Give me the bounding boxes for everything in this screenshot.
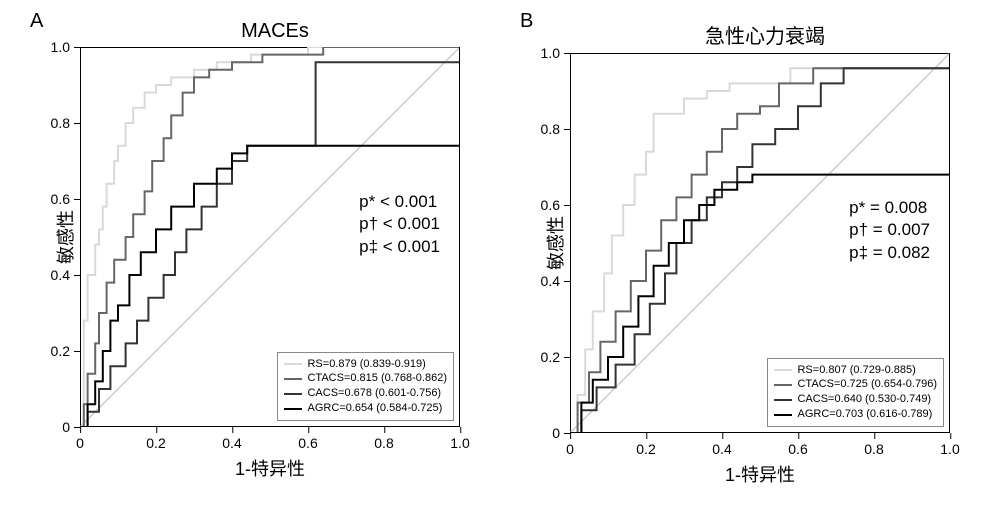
y-tick: 0.6	[51, 191, 80, 207]
legend-row-cacs: CACS=0.678 (0.601-0.756)	[284, 386, 447, 401]
p-value-line: p‡ = 0.082	[849, 242, 930, 264]
x-tick: 0	[76, 427, 84, 451]
x-tick: 0.2	[146, 427, 165, 451]
legend-label: RS=0.807 (0.729-0.885)	[797, 363, 915, 378]
legend-swatch	[774, 414, 792, 416]
legend-label: CTACS=0.725 (0.654-0.796)	[797, 377, 937, 392]
legend-label: RS=0.879 (0.839-0.919)	[307, 357, 425, 372]
x-tick: 1.0	[940, 433, 959, 457]
y-tick: 0.8	[541, 121, 570, 137]
y-tick: 1.0	[541, 45, 570, 61]
x-tick: 0.8	[374, 427, 393, 451]
legend-swatch	[284, 363, 302, 365]
plot-area-b: 敏感性 1-特异性 p* = 0.008p† = 0.007p‡ = 0.082…	[570, 53, 950, 433]
x-tick: 0.4	[222, 427, 241, 451]
x-tick: 0	[566, 433, 574, 457]
x-tick: 0.8	[864, 433, 883, 457]
p-value-line: p‡ < 0.001	[359, 236, 440, 258]
p-values-a: p* < 0.001p† < 0.001p‡ < 0.001	[359, 191, 440, 257]
legend-swatch	[284, 378, 302, 380]
panel-title-b: 急性心力衰竭	[560, 20, 970, 49]
y-tick: 0.4	[541, 273, 570, 289]
legend-label: CACS=0.678 (0.601-0.756)	[307, 386, 441, 401]
legend-swatch	[284, 393, 302, 395]
x-axis-label: 1-特异性	[235, 455, 305, 481]
legend-label: AGRC=0.703 (0.616-0.789)	[797, 407, 932, 422]
legend-box-a: RS=0.879 (0.839-0.919)CTACS=0.815 (0.768…	[277, 352, 454, 421]
legend-label: AGRC=0.654 (0.584-0.725)	[307, 401, 442, 416]
x-tick: 0.4	[712, 433, 731, 457]
legend-row-cacs: CACS=0.640 (0.530-0.749)	[774, 392, 937, 407]
x-tick: 0.2	[636, 433, 655, 457]
y-tick: 0.2	[541, 349, 570, 365]
y-axis-label: 敏感性	[52, 210, 78, 264]
legend-row-agrc: AGRC=0.654 (0.584-0.725)	[284, 401, 447, 416]
plot-area-a: 敏感性 1-特异性 p* < 0.001p† < 0.001p‡ < 0.001…	[80, 47, 460, 427]
p-values-b: p* = 0.008p† = 0.007p‡ = 0.082	[849, 197, 930, 263]
panel-letter-a: A	[30, 10, 43, 33]
legend-row-ctacs: CTACS=0.725 (0.654-0.796)	[774, 377, 937, 392]
p-value-line: p† < 0.001	[359, 213, 440, 235]
panel-title-a: MACEs	[70, 20, 480, 43]
legend-swatch	[774, 384, 792, 386]
legend-row-rs: RS=0.879 (0.839-0.919)	[284, 357, 447, 372]
legend-swatch	[774, 399, 792, 401]
panel-letter-b: B	[520, 10, 533, 33]
x-tick: 0.6	[788, 433, 807, 457]
y-axis-label: 敏感性	[542, 216, 568, 270]
legend-swatch	[284, 408, 302, 410]
x-tick: 1.0	[450, 427, 469, 451]
y-tick: 0.6	[541, 197, 570, 213]
legend-row-ctacs: CTACS=0.815 (0.768-0.862)	[284, 371, 447, 386]
p-value-line: p* = 0.008	[849, 197, 930, 219]
x-tick: 0.6	[298, 427, 317, 451]
x-axis-label: 1-特异性	[725, 461, 795, 487]
legend-label: CTACS=0.815 (0.768-0.862)	[307, 371, 447, 386]
panel-a: A MACEs 敏感性 1-特异性 p* < 0.001p† < 0.001p‡…	[30, 20, 480, 433]
panel-b: B 急性心力衰竭 敏感性 1-特异性 p* = 0.008p† = 0.007p…	[520, 20, 970, 433]
y-tick: 0.8	[51, 115, 80, 131]
y-tick: 0.4	[51, 267, 80, 283]
legend-box-b: RS=0.807 (0.729-0.885)CTACS=0.725 (0.654…	[767, 358, 944, 427]
p-value-line: p* < 0.001	[359, 191, 440, 213]
legend-swatch	[774, 369, 792, 371]
legend-row-agrc: AGRC=0.703 (0.616-0.789)	[774, 407, 937, 422]
legend-label: CACS=0.640 (0.530-0.749)	[797, 392, 931, 407]
panels-container: A MACEs 敏感性 1-特异性 p* < 0.001p† < 0.001p‡…	[20, 20, 980, 433]
y-tick: 0.2	[51, 343, 80, 359]
legend-row-rs: RS=0.807 (0.729-0.885)	[774, 363, 937, 378]
p-value-line: p† = 0.007	[849, 219, 930, 241]
y-tick: 1.0	[51, 39, 80, 55]
